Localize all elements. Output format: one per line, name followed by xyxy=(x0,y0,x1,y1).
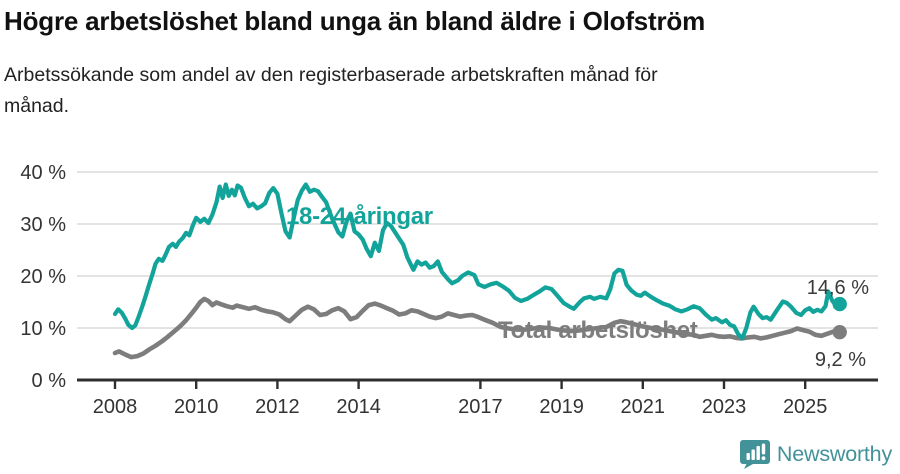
newsworthy-logo-icon xyxy=(739,440,770,469)
series-label-total: Total arbetslöshet xyxy=(498,317,698,344)
x-tick-label: 2021 xyxy=(621,396,666,418)
bar-tall xyxy=(756,446,760,460)
x-tick-label: 2019 xyxy=(539,396,584,418)
brand-name: Newsworthy xyxy=(776,441,892,466)
end-value-label-young: 14,6 % xyxy=(807,277,869,299)
chart-subtitle: Arbetssökande som andel av den registerb… xyxy=(4,64,658,117)
x-tick-label: 2012 xyxy=(255,396,300,418)
bar-short xyxy=(746,453,750,460)
x-tick-label: 2017 xyxy=(458,396,503,418)
y-tick-label: 0 % xyxy=(32,370,67,392)
brand-footer: Newsworthy xyxy=(739,438,892,470)
series-end-dot-young xyxy=(832,296,847,312)
x-tick-label: 2010 xyxy=(174,396,219,418)
exclamation-stem xyxy=(761,443,766,455)
x-tick-label: 2008 xyxy=(93,396,138,418)
series-line-young xyxy=(112,182,842,341)
series-end-dot-total xyxy=(832,324,847,340)
x-tick-label: 2023 xyxy=(702,396,747,418)
y-tick-label: 40 % xyxy=(20,162,66,184)
series-label-young: 18-24-åringar xyxy=(286,203,433,230)
end-value-label-total: 9,2 % xyxy=(815,349,866,371)
x-tick-label: 2025 xyxy=(783,396,828,418)
y-tick-label: 30 % xyxy=(20,214,66,236)
series-line-total xyxy=(112,296,843,360)
y-tick-label: 20 % xyxy=(20,266,66,288)
y-tick-label: 10 % xyxy=(20,318,66,340)
bar-medium xyxy=(751,449,755,460)
x-tick-label: 2014 xyxy=(336,396,381,418)
speech-bubble-shape xyxy=(739,440,770,469)
page-title: Högre arbetslöshet bland unga än bland ä… xyxy=(4,6,706,36)
exclamation-dot xyxy=(761,456,766,461)
